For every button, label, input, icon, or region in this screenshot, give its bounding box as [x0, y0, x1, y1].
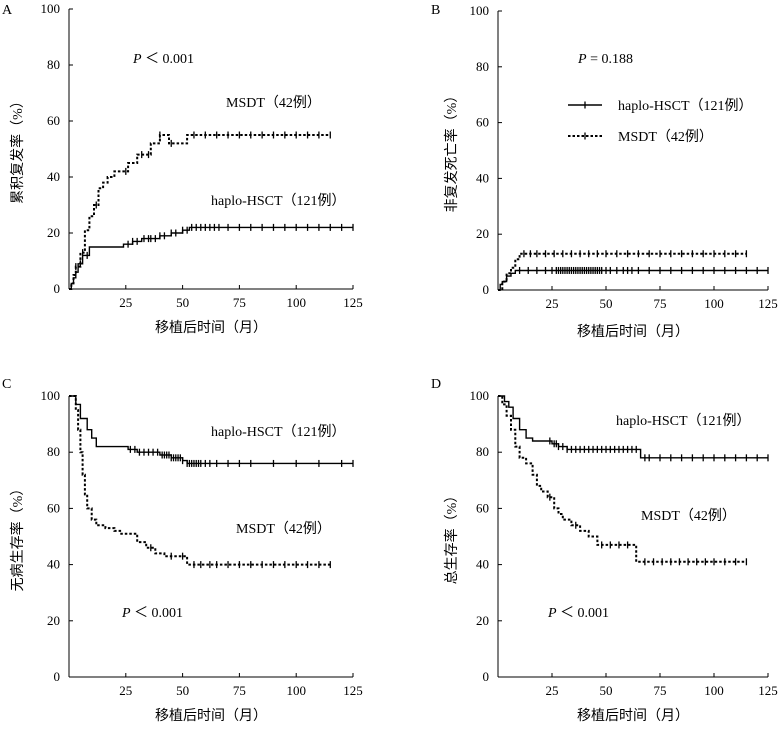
y-tick-label: 20: [476, 613, 489, 628]
y-tick-label: 40: [476, 170, 489, 185]
y-tick-label: 100: [41, 1, 61, 16]
series-line-msdt: [498, 395, 747, 563]
y-tick-label: 20: [47, 225, 60, 240]
x-axis-label: 移植后时间（月）: [577, 708, 689, 724]
x-tick-label: 75: [233, 295, 246, 310]
series-label-haplo: haplo-HSCT（121例）: [211, 193, 346, 209]
x-tick-label: 100: [286, 295, 306, 310]
series-label-haplo: haplo-HSCT（121例）: [616, 413, 751, 429]
series-line-haplo: [498, 395, 768, 459]
x-tick-label: 125: [758, 296, 778, 311]
series-line-msdt: [69, 395, 331, 566]
panel-letter: A: [2, 3, 13, 18]
x-tick-label: 125: [343, 683, 363, 698]
y-tick-label: 100: [41, 388, 61, 403]
y-tick-label: 80: [47, 444, 60, 459]
legend-label: MSDT（42例）: [618, 129, 713, 145]
x-tick-label: 25: [119, 295, 132, 310]
series-label-haplo: haplo-HSCT（121例）: [211, 424, 346, 440]
x-tick-label: 75: [654, 683, 667, 698]
x-tick-label: 100: [704, 683, 724, 698]
x-tick-label: 25: [546, 683, 559, 698]
p-value-label: P ＜ 0.001: [547, 606, 609, 621]
p-value-label: P ＜ 0.001: [121, 606, 183, 621]
x-tick-label: 100: [286, 683, 306, 698]
y-axis-label: 累积复发率（%）: [9, 94, 26, 204]
x-tick-label: 125: [343, 295, 363, 310]
x-tick-label: 125: [758, 683, 778, 698]
y-tick-label: 100: [470, 3, 490, 18]
panel-B: B 0 20 40 60 80 100 25 50 75 100 125 非复发死亡率（%） 移植后时间（…: [431, 3, 778, 340]
y-tick-label: 80: [476, 59, 489, 74]
series-label-msdt: MSDT（42例）: [236, 521, 331, 537]
y-tick-label: 60: [47, 113, 60, 128]
x-tick-label: 25: [546, 296, 559, 311]
series-line-haplo: [69, 226, 353, 290]
x-axis-label: 移植后时间（月）: [577, 324, 689, 340]
series-label-msdt: MSDT（42例）: [226, 95, 321, 111]
y-tick-label: 0: [483, 669, 490, 684]
y-axis-label: 非复发死亡率（%）: [443, 89, 460, 213]
y-tick-label: 20: [47, 613, 60, 628]
y-tick-label: 40: [47, 557, 60, 572]
y-tick-label: 0: [54, 281, 61, 296]
legend-label: haplo-HSCT（121例）: [618, 98, 753, 114]
y-tick-label: 100: [470, 388, 490, 403]
y-tick-label: 60: [47, 500, 60, 515]
series-label-msdt: MSDT（42例）: [641, 508, 736, 524]
x-tick-label: 50: [600, 296, 613, 311]
y-tick-label: 80: [47, 57, 60, 72]
y-tick-label: 60: [476, 115, 489, 130]
x-tick-label: 25: [119, 683, 132, 698]
panel-A: A 0 20 40 60 80 100 25 50 75 100 125 累积复发率（%） 移植后时间（月…: [2, 1, 363, 336]
x-axis-label: 移植后时间（月）: [155, 708, 267, 724]
y-tick-label: 80: [476, 444, 489, 459]
y-tick-label: 60: [476, 500, 489, 515]
panel-letter: B: [431, 3, 440, 18]
p-value-label: P = 0.188: [577, 52, 633, 67]
y-axis-label: 无病生存率（%）: [9, 482, 26, 592]
x-tick-label: 75: [233, 683, 246, 698]
series-line-msdt: [69, 134, 331, 290]
series-line-msdt: [498, 252, 747, 291]
panel-letter: C: [2, 377, 11, 392]
y-tick-label: 0: [483, 282, 490, 297]
x-tick-label: 100: [704, 296, 724, 311]
y-tick-label: 20: [476, 226, 489, 241]
p-value-label: P ＜ 0.001: [132, 52, 194, 67]
y-tick-label: 40: [47, 169, 60, 184]
x-tick-label: 50: [176, 295, 189, 310]
panel-D: D 0 20 40 60 80 100 25 50 75 100 125 总生存率（%） 移植后时间（月）…: [431, 377, 778, 724]
panel-C: C 0 20 40 60 80 100 25 50 75 100 125 无病生存率（%） 移植后时间（月…: [2, 377, 363, 724]
y-tick-label: 40: [476, 557, 489, 572]
x-tick-label: 50: [600, 683, 613, 698]
x-tick-label: 75: [654, 296, 667, 311]
y-tick-label: 0: [54, 669, 61, 684]
x-tick-label: 50: [176, 683, 189, 698]
panel-letter: D: [431, 377, 441, 392]
series-line-haplo: [498, 269, 768, 291]
y-axis-label: 总生存率（%）: [443, 489, 460, 585]
x-axis-label: 移植后时间（月）: [155, 320, 267, 336]
